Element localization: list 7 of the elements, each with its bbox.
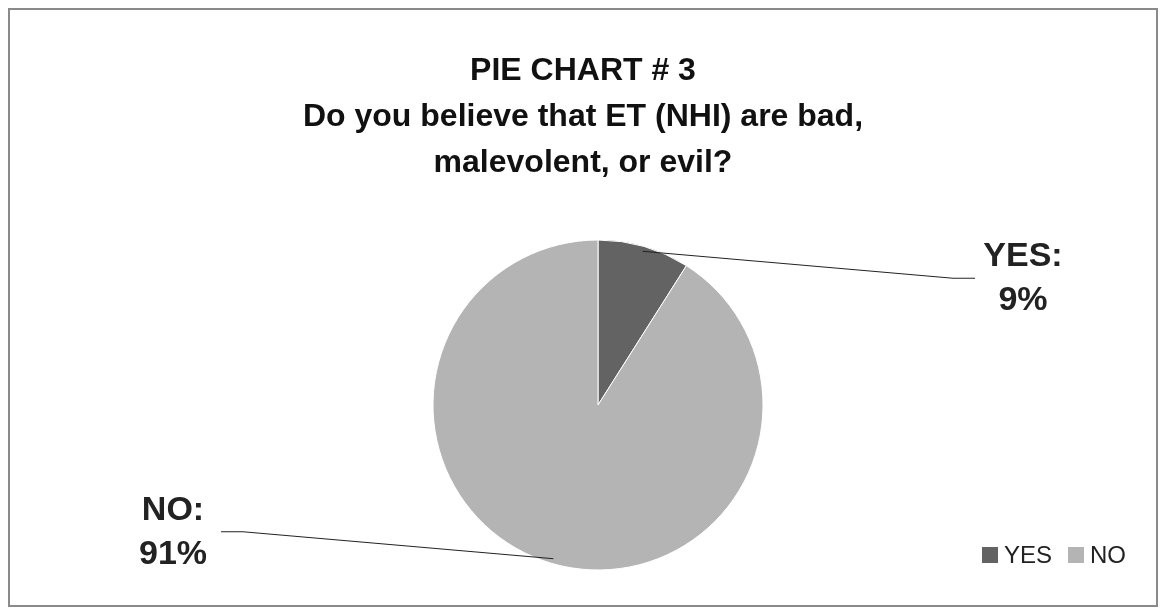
- data-label: YES: 9%: [983, 235, 1063, 318]
- chart-title: PIE CHART # 3: [469, 50, 697, 89]
- legend-label: NO: [1090, 541, 1126, 569]
- data-label: NO: 91%: [138, 488, 208, 571]
- pie-slice: [432, 239, 764, 571]
- legend-label: YES: [1003, 541, 1052, 569]
- chart-subtitle: Do you believe that ET (NHI) are bad, malevolent, or evil?: [301, 96, 865, 181]
